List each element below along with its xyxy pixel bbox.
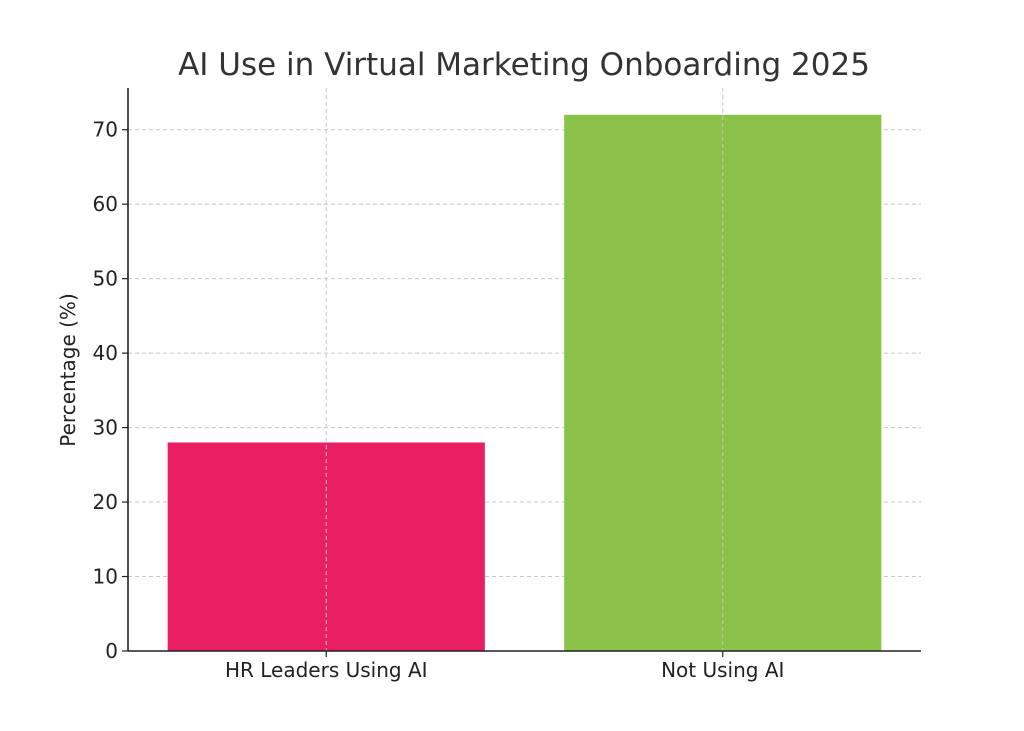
y-axis-ticks: 0 10 20 30 40 50 60 70 (93, 118, 128, 663)
y-tick-label: 30 (93, 416, 118, 440)
bars (167, 114, 882, 652)
y-axis-label: Percentage (%) (56, 293, 80, 446)
x-axis-ticks: HR Leaders Using AI Not Using AI (225, 651, 784, 682)
y-tick-label: 60 (93, 192, 118, 216)
y-tick-label: 10 (93, 565, 118, 589)
x-tick-label: HR Leaders Using AI (225, 658, 428, 682)
x-tick-label: Not Using AI (661, 658, 784, 682)
y-tick-label: 0 (105, 639, 118, 663)
axes (127, 88, 921, 652)
y-tick-label: 40 (93, 341, 118, 365)
chart-title: AI Use in Virtual Marketing Onboarding 2… (178, 47, 870, 83)
vertical-grid-lines (325, 88, 724, 651)
y-tick-label: 50 (93, 267, 118, 291)
y-tick-label: 70 (93, 118, 118, 142)
y-tick-label: 20 (93, 490, 118, 514)
